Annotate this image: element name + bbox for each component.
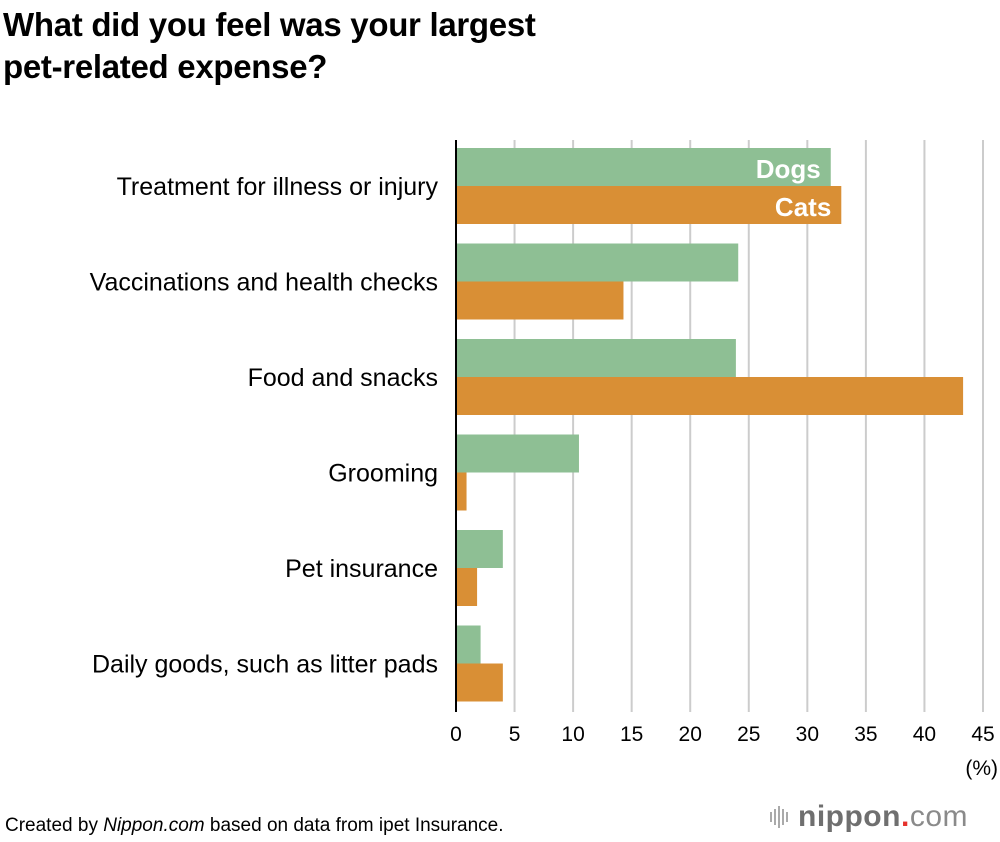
x-tick-label: 40 [913, 723, 936, 746]
category-labels: Treatment for illness or injury Vaccinati… [90, 173, 439, 679]
x-tick-label: 35 [854, 723, 877, 746]
bar-cats [456, 281, 624, 320]
chart-title: What did you feel was your largest pet-r… [3, 4, 536, 88]
bar-cats [456, 663, 503, 702]
x-tick-label: 20 [679, 723, 702, 746]
logo-dot: . [900, 800, 910, 833]
source-credit: Created by Nippon.com based on data from… [5, 815, 504, 837]
title-line-1: What did you feel was your largest [3, 6, 536, 43]
logo-name: nippon [798, 800, 901, 833]
x-tick-label: 45 [971, 723, 994, 746]
bar-dogs [456, 530, 503, 568]
credit-prefix: Created by [5, 815, 104, 836]
x-tick-labels: 0 5 10 15 20 25 30 35 40 45 [450, 723, 995, 746]
logo-tld: com [909, 800, 968, 833]
gridlines [513, 140, 984, 712]
bar-cats [456, 186, 842, 224]
bar-dogs [456, 148, 831, 186]
category-label: Treatment for illness or injury [117, 173, 439, 201]
title-line-2: pet-related expense? [3, 48, 328, 85]
x-tick-label: 15 [620, 723, 643, 746]
x-tick-label: 0 [450, 723, 462, 746]
bar-cats [456, 377, 964, 415]
x-axis-label: (%) [965, 757, 998, 780]
credit-site: Nippon.com [103, 815, 205, 836]
x-tick-label: 30 [796, 723, 819, 746]
category-label: Food and snacks [248, 364, 438, 392]
x-tick-label: 10 [561, 723, 584, 746]
category-label: Pet insurance [285, 555, 438, 583]
nippon-logo: nippon. com [770, 800, 968, 834]
bar-dogs [456, 339, 736, 377]
bar-dogs [456, 243, 739, 282]
bar-dogs [456, 625, 481, 664]
bar-cats [456, 472, 467, 511]
bar-dogs [456, 434, 579, 473]
legend-label-cats: Cats [775, 192, 831, 222]
category-label: Daily goods, such as litter pads [92, 651, 438, 679]
category-label: Grooming [328, 460, 438, 488]
sound-bars-icon [770, 806, 788, 828]
bar-cats [456, 568, 478, 606]
bars: Dogs Cats [456, 148, 964, 702]
category-label: Vaccinations and health checks [90, 269, 438, 297]
x-tick-label: 25 [737, 723, 760, 746]
legend-label-dogs: Dogs [756, 154, 821, 184]
x-tick-label: 5 [509, 723, 521, 746]
credit-suffix: based on data from ipet Insurance. [204, 815, 504, 836]
